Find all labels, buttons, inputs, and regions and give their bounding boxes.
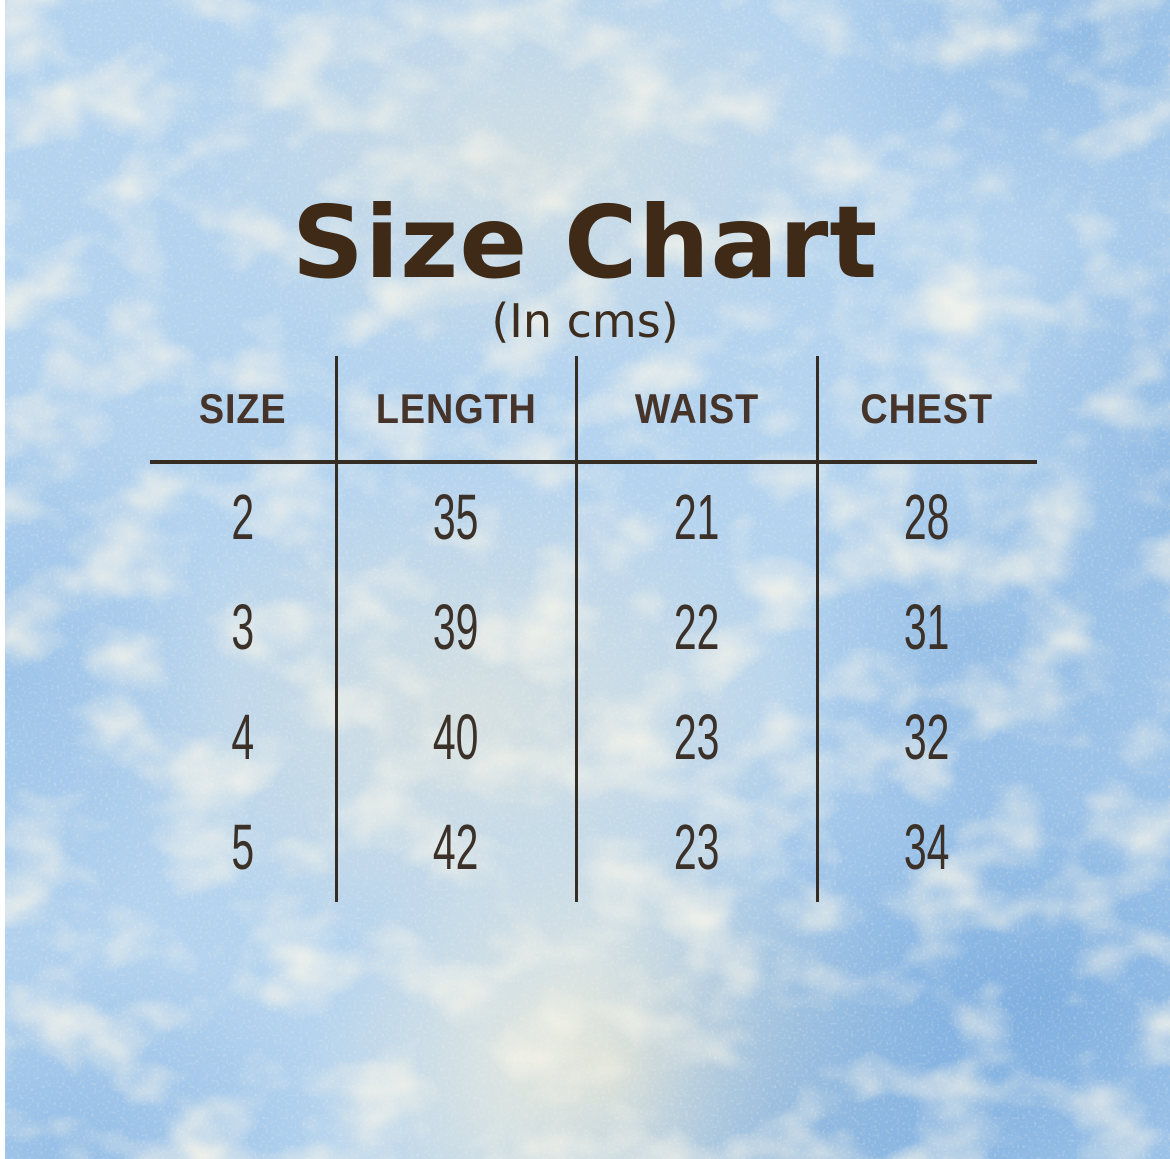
cell-value: 4 <box>231 701 255 773</box>
table-column-divider <box>335 356 338 902</box>
cell-chest: 34 <box>817 792 1037 902</box>
cell-chest: 28 <box>817 462 1037 572</box>
cell-value: 34 <box>904 811 950 883</box>
table-header-rule <box>150 460 1037 464</box>
cell-value: 35 <box>433 481 479 553</box>
cell-value: 21 <box>673 481 720 553</box>
cell-value: 42 <box>433 811 479 883</box>
cell-size: 5 <box>150 792 336 902</box>
left-edge-white-strip <box>0 0 5 1159</box>
column-header-label: LENGTH <box>375 385 537 432</box>
column-header-chest: CHEST <box>817 356 1037 462</box>
cell-waist: 22 <box>576 572 817 682</box>
cell-size: 2 <box>150 462 336 572</box>
cell-length: 40 <box>336 682 576 792</box>
cell-value: 28 <box>904 481 950 553</box>
cell-waist: 21 <box>576 462 817 572</box>
cell-value: 3 <box>231 591 255 663</box>
cell-waist: 23 <box>576 682 817 792</box>
cell-waist: 23 <box>576 792 817 902</box>
page-subtitle: (In cms) <box>491 294 679 348</box>
table-column-divider <box>816 356 819 902</box>
cell-value: 40 <box>433 701 479 773</box>
cell-chest: 32 <box>817 682 1037 792</box>
cell-value: 5 <box>231 811 255 883</box>
table-column-divider <box>575 356 578 902</box>
cell-value: 23 <box>673 811 720 883</box>
column-header-waist: WAIST <box>576 356 817 462</box>
column-header-label: SIZE <box>199 385 287 432</box>
cell-size: 3 <box>150 572 336 682</box>
cell-length: 42 <box>336 792 576 902</box>
cell-value: 39 <box>433 591 479 663</box>
cell-value: 32 <box>904 701 950 773</box>
cell-value: 2 <box>231 481 255 553</box>
cell-length: 35 <box>336 462 576 572</box>
size-chart-table: SIZE LENGTH WAIST CHEST 2 35 21 28 3 39 … <box>150 356 1037 902</box>
cell-value: 31 <box>904 591 950 663</box>
cell-value: 23 <box>673 701 720 773</box>
column-header-label: CHEST <box>860 385 994 432</box>
cell-value: 22 <box>673 591 720 663</box>
column-header-length: LENGTH <box>336 356 576 462</box>
title-block: Size Chart (In cms) <box>0 184 1170 348</box>
cell-length: 39 <box>336 572 576 682</box>
cell-chest: 31 <box>817 572 1037 682</box>
column-header-size: SIZE <box>150 356 336 462</box>
page-title: Size Chart <box>291 184 879 301</box>
column-header-label: WAIST <box>634 385 759 432</box>
cell-size: 4 <box>150 682 336 792</box>
